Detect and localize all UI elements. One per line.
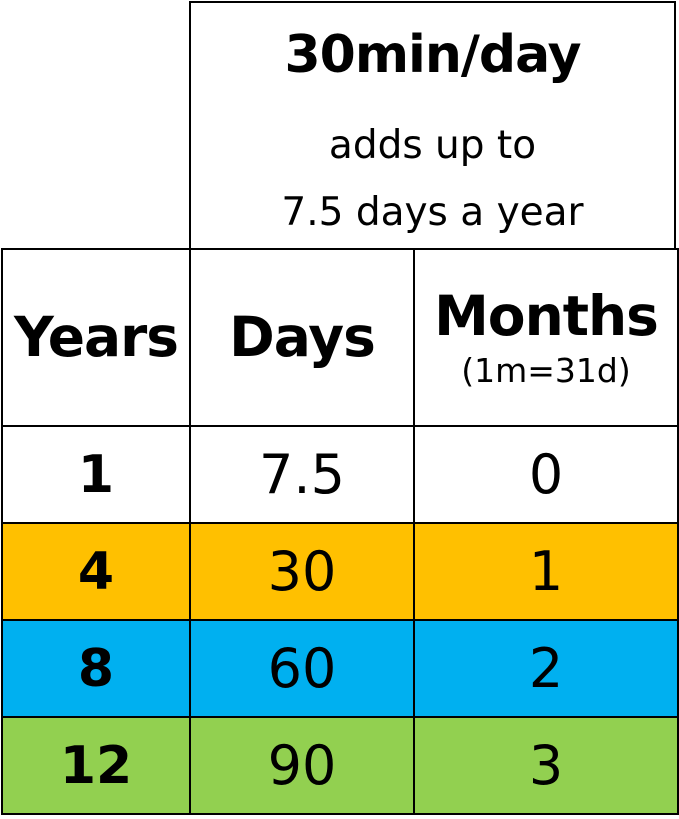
table-row: 8 60 2 bbox=[1, 619, 679, 718]
header-title: 30min/day bbox=[284, 25, 582, 85]
months-cell: 2 bbox=[413, 619, 679, 718]
years-cell: 12 bbox=[1, 716, 191, 815]
years-cell: 8 bbox=[1, 619, 191, 718]
column-header-days: Days bbox=[189, 248, 415, 427]
years-cell: 4 bbox=[1, 522, 191, 621]
months-label: Months bbox=[434, 283, 659, 348]
months-cell: 3 bbox=[413, 716, 679, 815]
column-header-months: Months (1m=31d) bbox=[413, 248, 679, 427]
months-cell: 0 bbox=[413, 425, 679, 524]
table-row: 4 30 1 bbox=[1, 522, 679, 621]
column-header-years: Years bbox=[1, 248, 191, 427]
months-header-group: Months (1m=31d) bbox=[416, 283, 676, 390]
header-line-2: 7.5 days a year bbox=[281, 190, 584, 235]
header-box: 30min/day adds up to 7.5 days a year bbox=[189, 1, 676, 248]
table-row: 12 90 3 bbox=[1, 716, 679, 815]
days-cell: 90 bbox=[189, 716, 415, 815]
months-note: (1m=31d) bbox=[461, 350, 631, 390]
table-row: 1 7.5 0 bbox=[1, 425, 679, 524]
header-line-1: adds up to bbox=[328, 123, 537, 168]
months-cell: 1 bbox=[413, 522, 679, 621]
days-cell: 30 bbox=[189, 522, 415, 621]
days-cell: 60 bbox=[189, 619, 415, 718]
table-header-row: Years Days Months (1m=31d) bbox=[1, 248, 679, 427]
days-cell: 7.5 bbox=[189, 425, 415, 524]
years-cell: 1 bbox=[1, 425, 191, 524]
time-table: Years Days Months (1m=31d) 1 7.5 0 4 30 … bbox=[1, 248, 679, 815]
